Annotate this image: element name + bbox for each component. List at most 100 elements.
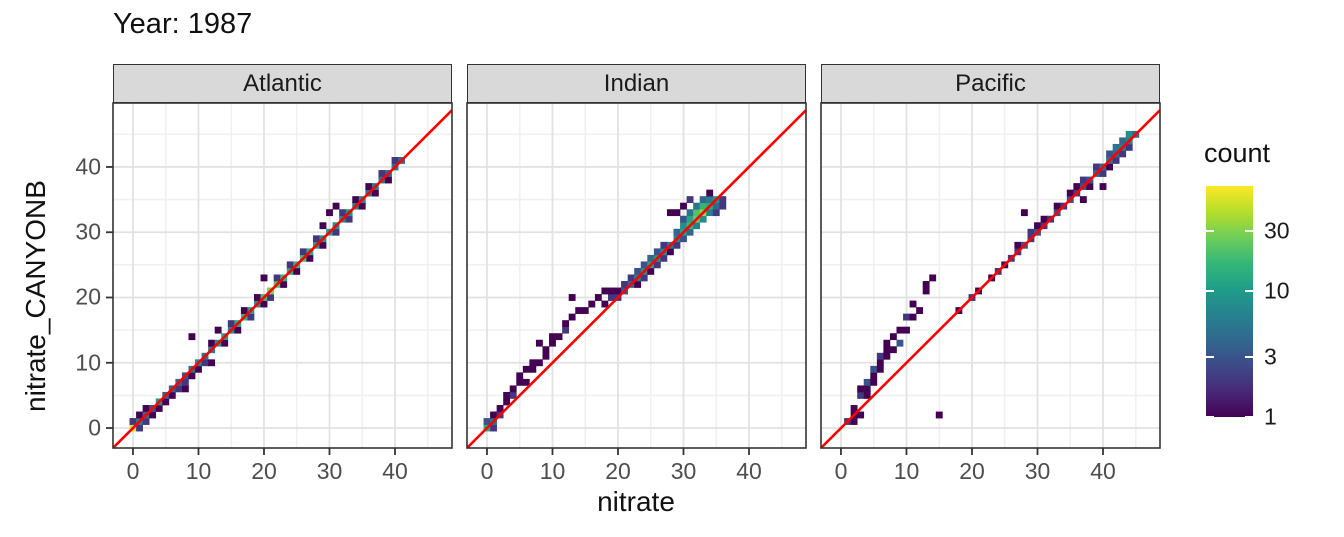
bin-tile [208,339,216,347]
bin-tile [516,378,524,386]
y-tick-label: 40 [75,153,101,180]
x-tick-label: 0 [480,458,494,484]
identity-line [821,109,1160,448]
bin-tile [673,228,681,236]
legend-tick-label: 30 [1264,217,1290,244]
bin-tile [693,209,701,217]
plot-title: Year: 1987 [113,8,253,40]
bin-tile [529,359,537,367]
x-tick-label: 0 [126,458,140,484]
bin-tile [509,385,517,393]
bin-tile [1112,143,1120,151]
bin-tile [142,418,150,425]
bin-tile [535,359,543,367]
bin-tile [293,267,301,275]
bin-tile [1106,150,1113,158]
bin-tile [857,411,865,419]
bin-tile [935,411,943,419]
bin-tile [870,372,878,380]
bin-tile [208,359,216,367]
bin-tile [1099,170,1107,177]
bin-tile [608,294,615,301]
bin-tile [686,196,694,204]
bin-tile [267,294,274,301]
bin-tile [555,333,563,341]
bin-tile [647,254,655,262]
bin-tile [850,405,858,412]
bin-tile [640,274,648,282]
bin-tile [201,359,209,367]
legend-tick-label: 1 [1264,403,1277,430]
bin-tile [857,385,865,393]
identity-line [113,109,452,448]
bin-tile [188,372,196,380]
bin-tile [706,189,714,197]
bin-tile [857,391,865,399]
bin-tile [621,281,628,288]
legend-title: count [1204,138,1271,168]
x-tick-label: 20 [251,458,277,484]
bin-tile [863,378,871,386]
bin-tile [653,261,661,269]
identity-line [467,109,806,448]
bin-tile [680,222,687,230]
bin-tile [195,365,202,373]
bin-tile [1040,215,1048,223]
x-tick-label: 30 [670,458,697,484]
x-tick-label: 40 [736,458,762,484]
bin-tile [332,228,340,236]
bin-tile [1119,150,1127,158]
bin-tile [260,274,268,282]
bin-tile [712,209,720,217]
y-axis-title: nitrate_CANYONB [20,180,51,412]
bin-tile [345,215,353,223]
bin-tile [883,339,891,347]
bin-tile [240,307,248,314]
bin-tile [503,391,511,399]
bin-tile [1112,157,1120,164]
bin-tile [581,307,589,314]
bin-tile [136,411,143,419]
bin-tile [863,391,871,399]
bin-tile [634,281,642,288]
bin-tile [588,300,596,308]
bin-tile [260,300,268,308]
bin-tile [1034,222,1041,230]
bin-tile [522,378,530,386]
bin-tile [1086,183,1094,190]
bin-tile [175,385,183,393]
bin-tile [149,411,157,419]
bin-tile [155,405,163,412]
facet-label-atlantic: Atlantic [243,69,322,97]
legend-colorbar-tick [1206,355,1214,358]
bin-tile [889,346,897,354]
legend-colorbar-tick [1206,289,1214,292]
bin-tile [922,281,930,288]
x-tick-label: 10 [893,458,920,484]
bin-tile [490,424,497,432]
bin-tile [221,339,229,347]
bin-tile [699,196,707,204]
bin-tile [1014,241,1022,249]
bin-tile [699,215,707,223]
bin-tile [568,313,576,321]
facet-label-pacific: Pacific [955,69,1026,97]
bin-tile [673,209,681,217]
bin-tile [870,365,878,373]
bin-tile [1073,183,1081,190]
bin-tile [706,209,714,217]
bin-tile [1079,196,1087,204]
bin-tile [909,300,917,308]
legend-colorbar [1206,186,1253,417]
bin-tile [627,274,635,282]
bin-tile [385,176,392,184]
bin-tile [162,398,170,406]
bin-tile [693,202,701,210]
bin-tile [181,378,189,386]
bin-tile [706,196,714,204]
bin-tile [234,326,242,334]
bin-tile [542,352,550,360]
bin-tile [549,339,556,347]
